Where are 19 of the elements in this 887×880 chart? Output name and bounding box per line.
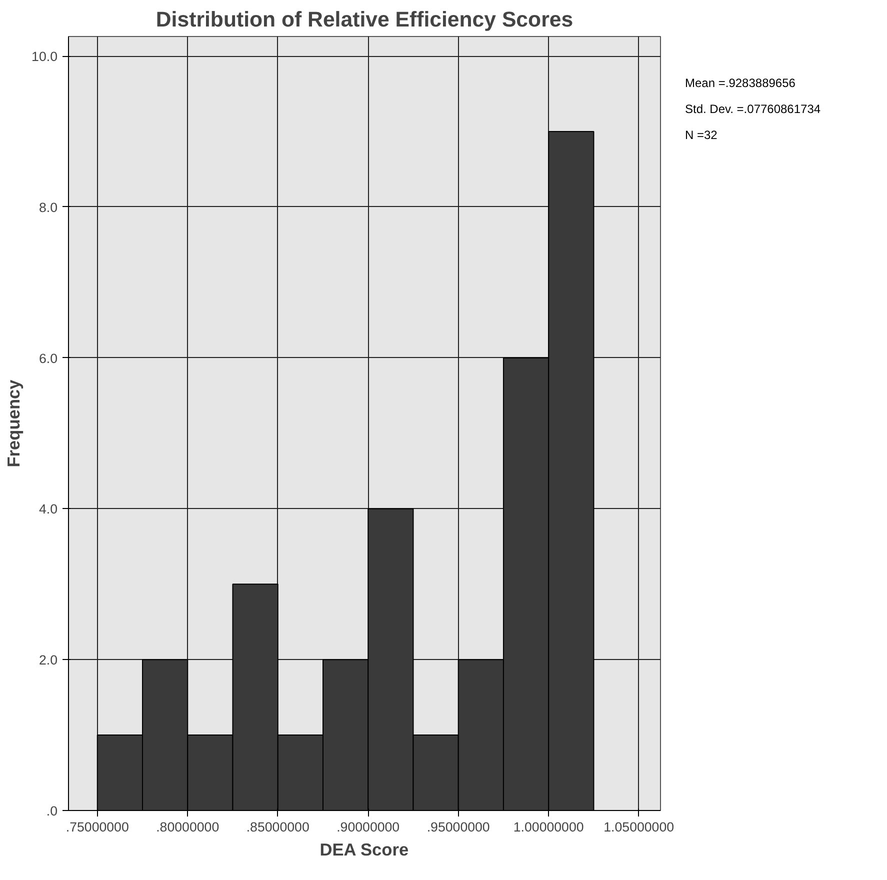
- x-tick-label: .85000000: [246, 820, 310, 834]
- chart-title: Distribution of Relative Efficiency Scores: [156, 8, 574, 32]
- text: Std. Dev. =.07760861734: [685, 101, 821, 118]
- y-tick-label: 6.0: [38, 350, 58, 366]
- y-tick-label: 4.0: [38, 502, 58, 517]
- x-tick-label: .95000000: [426, 820, 490, 834]
- text: Mean =.9283889656: [685, 75, 796, 92]
- y-axis-title: Frequency: [4, 379, 24, 468]
- x-tick-label: .80000000: [156, 820, 220, 834]
- y-tick-label: 8.0: [38, 200, 58, 215]
- x-tick-label: .75000000: [66, 820, 129, 834]
- y-tick-label: 2.0: [38, 652, 58, 668]
- y-tick-label: .0: [46, 804, 58, 818]
- x-tick-label: 1.00000000: [513, 820, 584, 834]
- y-tick-label: 10.0: [32, 49, 58, 64]
- text: N =32: [685, 127, 718, 144]
- x-tick-label: .90000000: [336, 820, 400, 834]
- x-axis-title: DEA Score: [320, 840, 409, 860]
- x-tick-label: 1.05000000: [604, 820, 674, 834]
